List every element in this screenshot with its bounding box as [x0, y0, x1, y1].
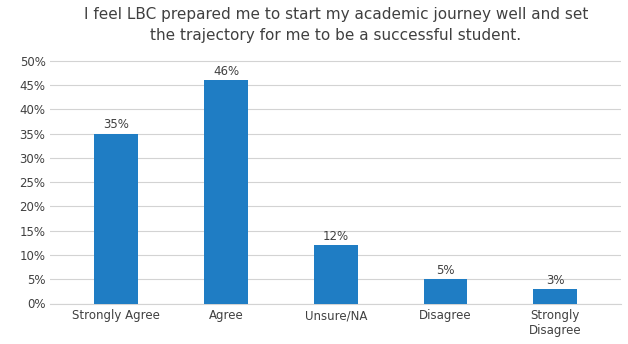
Bar — [204, 80, 248, 303]
Text: 35%: 35% — [103, 118, 129, 131]
Bar — [94, 133, 138, 303]
Bar — [423, 279, 467, 303]
Bar — [314, 245, 358, 303]
Text: 3%: 3% — [546, 273, 565, 287]
Text: 5%: 5% — [436, 264, 455, 277]
Text: 12%: 12% — [323, 230, 349, 243]
Title: I feel LBC prepared me to start my academic journey well and set
the trajectory : I feel LBC prepared me to start my acade… — [84, 7, 588, 43]
Bar — [533, 289, 577, 303]
Text: 46%: 46% — [213, 65, 239, 78]
